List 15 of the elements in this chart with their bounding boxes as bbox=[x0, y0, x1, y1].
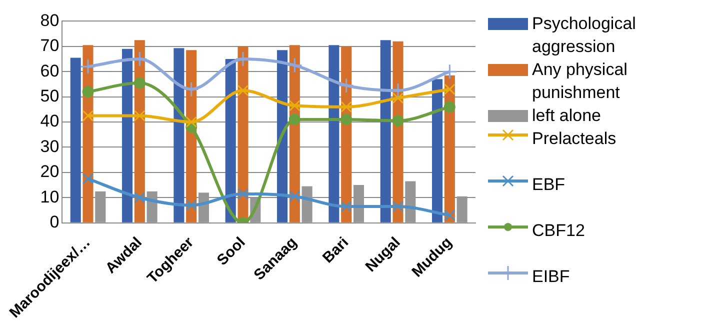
y-tick-label: 60 bbox=[40, 61, 60, 80]
legend-label: Prelacteals bbox=[532, 128, 616, 150]
y-tick-label: 20 bbox=[40, 162, 60, 182]
y-tick-label: 50 bbox=[40, 86, 60, 106]
y-tick-label: 70 bbox=[40, 36, 60, 56]
y-tick-label: 30 bbox=[40, 136, 60, 156]
legend-label: CBF12 bbox=[532, 220, 585, 242]
legend-label: EIBF bbox=[532, 266, 570, 288]
y-tick-label: 40 bbox=[40, 112, 60, 131]
legend-label: left alone bbox=[532, 105, 601, 127]
legend-label: Psychological aggression bbox=[532, 13, 637, 58]
y-tick-label: 80 bbox=[40, 10, 60, 30]
legend-label: EBF bbox=[532, 174, 566, 196]
y-tick-label: 10 bbox=[40, 187, 60, 206]
y-tick-label: 0 bbox=[50, 212, 60, 232]
